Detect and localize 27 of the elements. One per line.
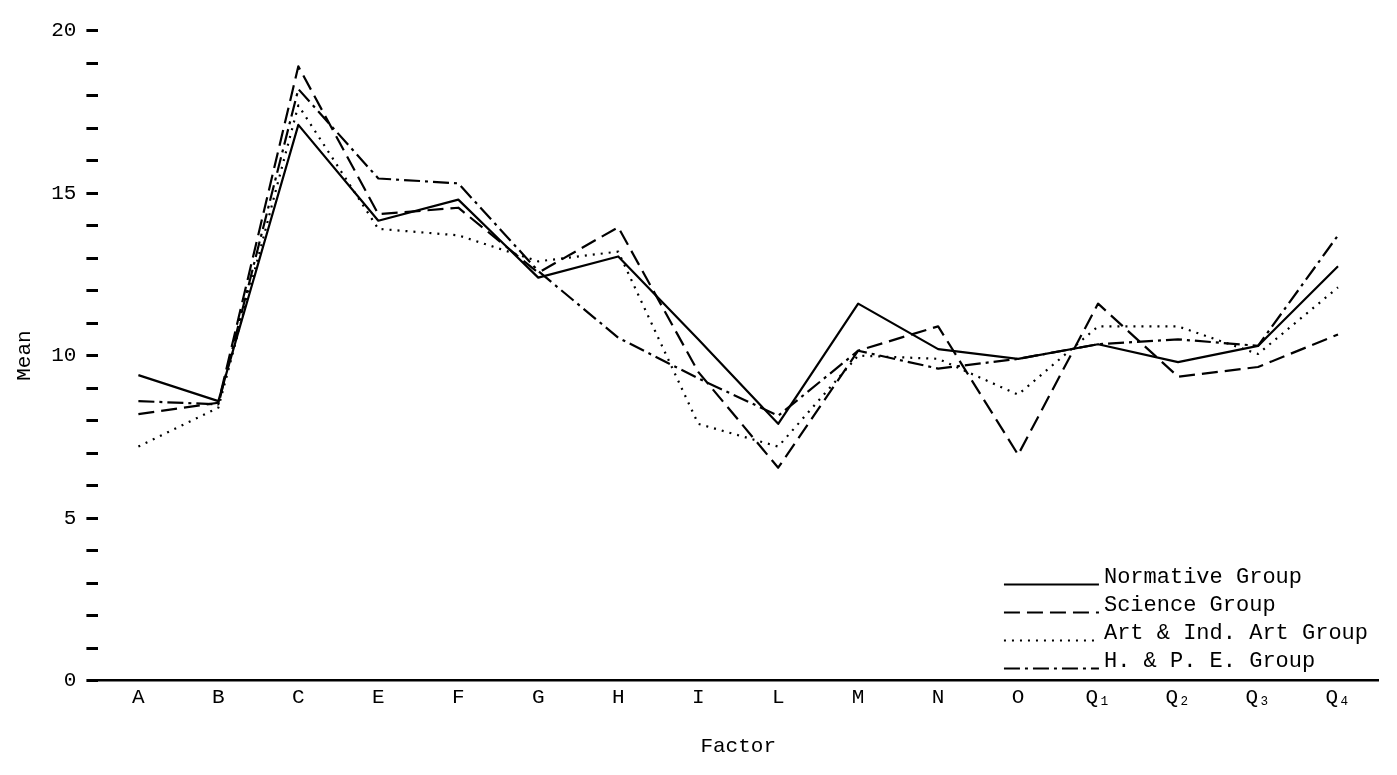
x-tick-label: G (531, 685, 545, 709)
y-axis-title: Mean (13, 330, 37, 381)
x-tick-label: C (292, 685, 305, 709)
y-tick-label: 5 (63, 506, 77, 530)
legend-label: H. & P. E. Group (1103, 649, 1316, 675)
x-tick-label: B (212, 685, 225, 709)
x-tick-label: F (451, 685, 465, 709)
y-tick-label: 0 (63, 669, 77, 693)
x-tick-label: Q₂ (1165, 685, 1191, 709)
x-tick-label: O (1011, 685, 1025, 709)
y-tick-label: 15 (51, 181, 77, 205)
x-tick-label: I (691, 685, 705, 709)
x-tick-label: Q₁ (1085, 685, 1111, 709)
x-tick-label: H (611, 685, 625, 709)
y-tick-label: 20 (51, 19, 77, 43)
x-tick-label: E (372, 685, 385, 709)
legend-label: Art & Ind. Art Group (1103, 621, 1368, 647)
x-tick-label: M (851, 685, 865, 709)
x-tick-label: Q₃ (1245, 685, 1271, 709)
x-tick-label: A (132, 685, 146, 709)
x-axis-title: Factor (700, 734, 777, 758)
x-tick-label: N (931, 685, 945, 709)
legend-label: Science Group (1103, 593, 1276, 619)
y-tick-label: 10 (51, 344, 77, 368)
legend-label: Normative Group (1103, 565, 1302, 591)
x-tick-label: Q₄ (1325, 685, 1351, 709)
x-tick-label: L (771, 685, 785, 709)
